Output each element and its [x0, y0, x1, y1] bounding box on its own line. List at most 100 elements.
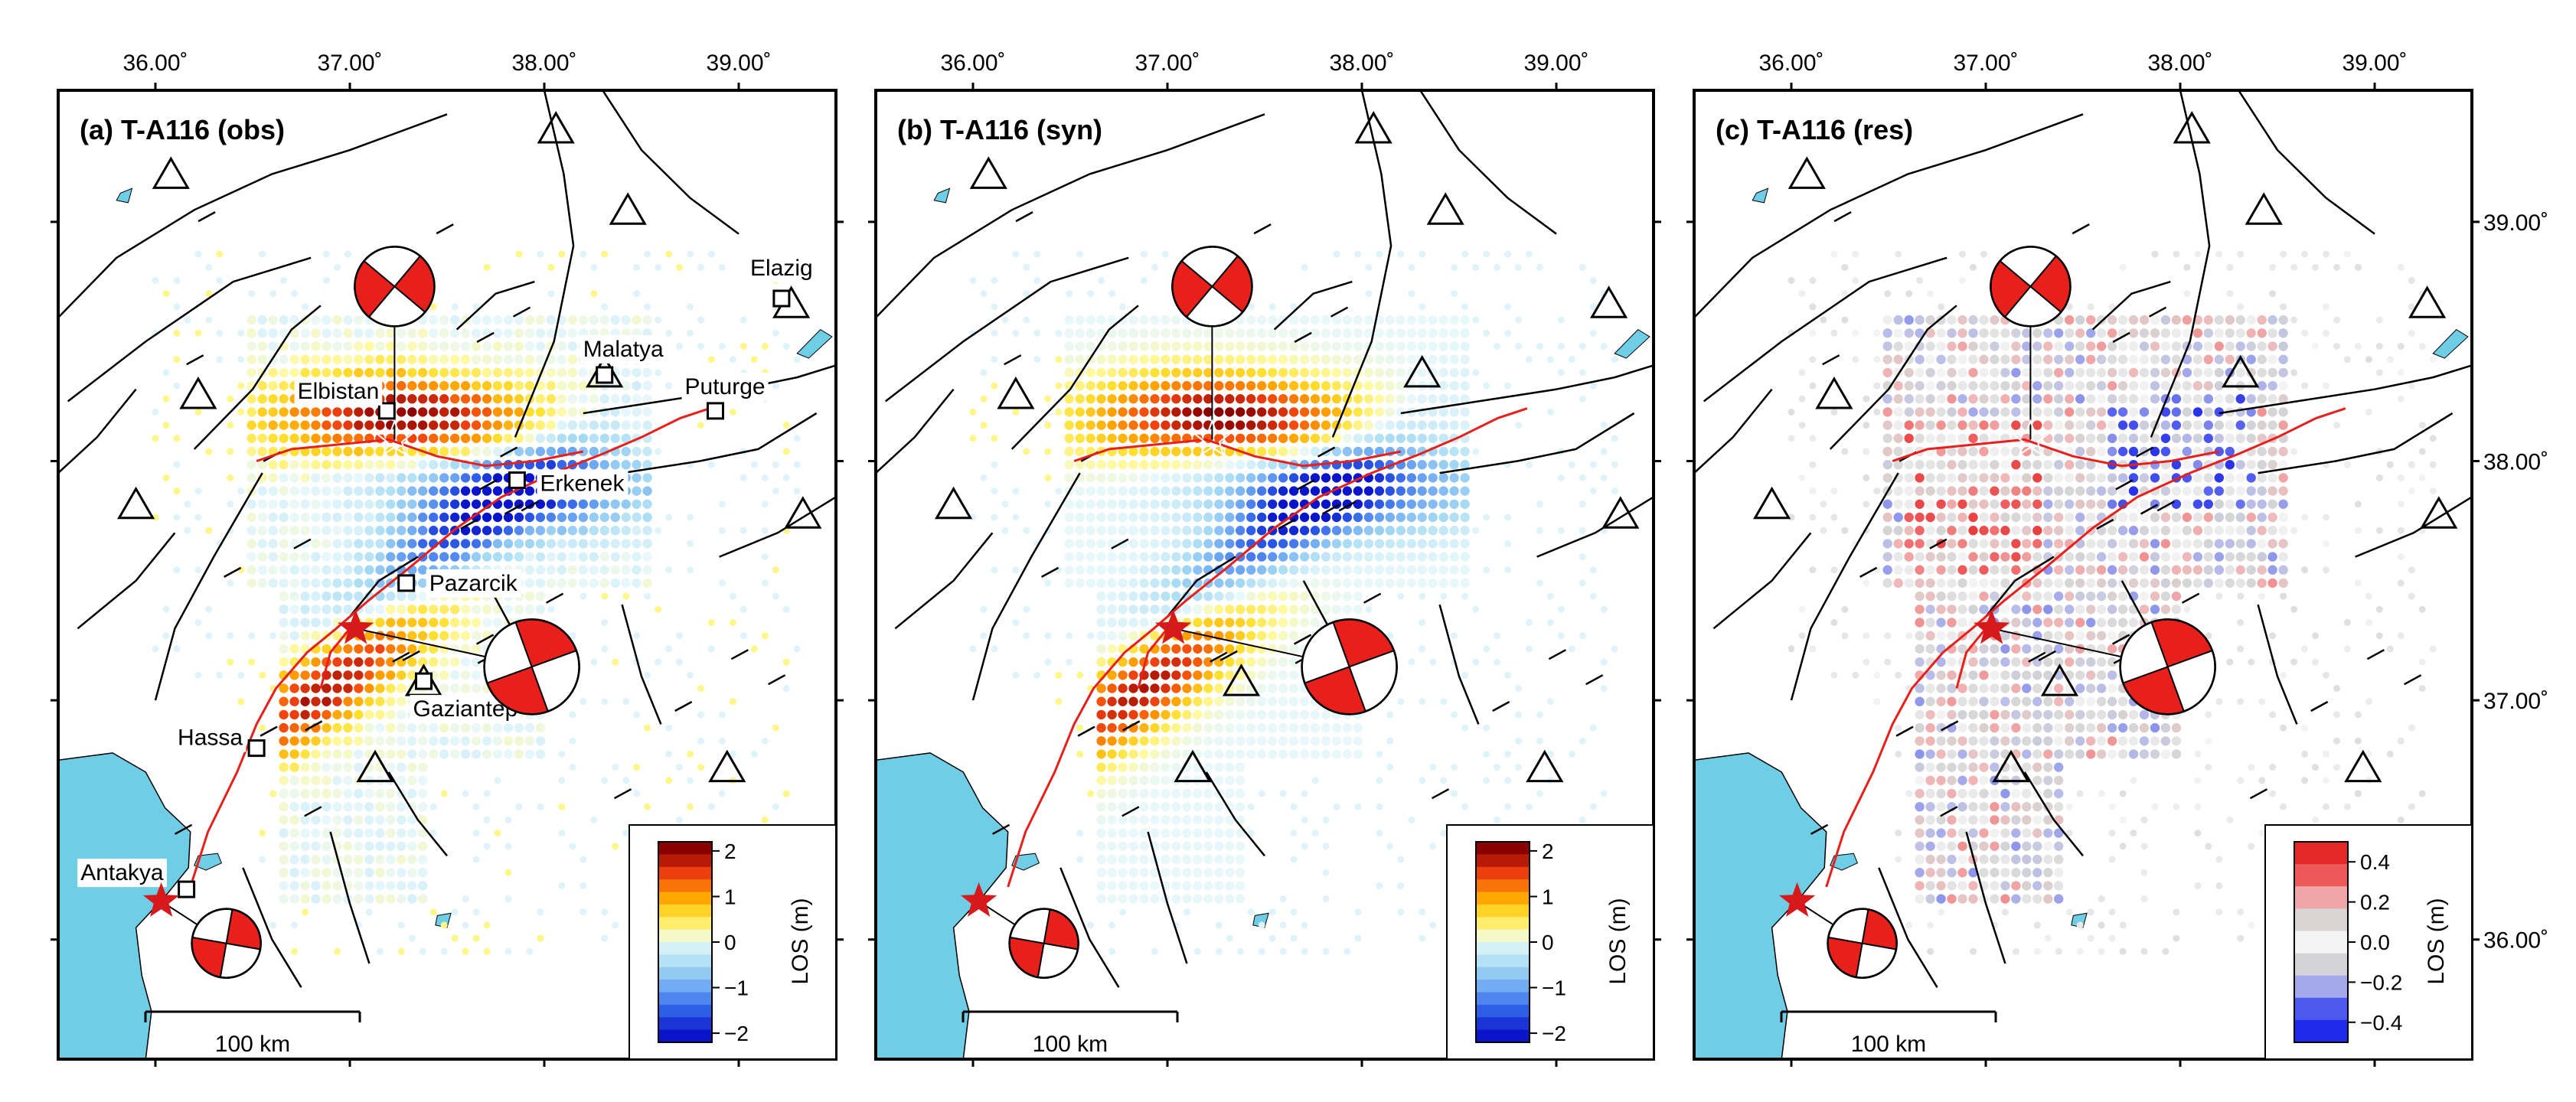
data-point — [1193, 683, 1203, 693]
data-point — [644, 250, 651, 258]
data-point — [2054, 657, 2064, 667]
data-point — [1353, 486, 1363, 496]
data-point — [332, 775, 342, 785]
data-point — [279, 815, 289, 825]
data-point — [612, 658, 619, 666]
data-point — [397, 894, 406, 904]
data-point — [289, 815, 299, 825]
data-point — [343, 552, 353, 562]
data-point — [2032, 775, 2042, 785]
data-point — [1936, 394, 1946, 404]
data-point — [289, 762, 299, 772]
data-point — [311, 407, 321, 417]
data-point — [492, 618, 503, 628]
data-point — [472, 908, 480, 916]
data-point — [1979, 565, 1989, 575]
data-point — [460, 380, 471, 391]
data-point — [462, 895, 469, 903]
data-point — [2182, 433, 2192, 443]
data-point — [1449, 526, 1459, 536]
data-point — [1396, 473, 1406, 483]
data-point — [1118, 762, 1128, 772]
data-point — [707, 356, 715, 364]
data-point — [969, 435, 977, 442]
data-point — [1150, 315, 1160, 325]
data-point — [782, 343, 790, 350]
data-point — [407, 722, 417, 733]
data-point — [1936, 802, 1946, 812]
data-point — [1968, 722, 1978, 733]
data-point — [2128, 433, 2139, 443]
data-point — [2011, 854, 2021, 865]
data-point — [1321, 315, 1331, 325]
data-point — [450, 736, 460, 746]
data-point — [2225, 446, 2235, 457]
data-point — [2160, 565, 2171, 575]
data-point — [1990, 696, 2000, 706]
data-point — [1957, 539, 1967, 549]
data-point — [2107, 433, 2117, 443]
data-point — [729, 698, 736, 706]
data-point — [1990, 644, 2000, 654]
data-point — [311, 460, 321, 470]
data-point — [482, 420, 492, 430]
data-point — [567, 512, 577, 523]
data-point — [386, 722, 396, 733]
data-point — [1171, 539, 1181, 549]
data-point — [2043, 696, 2053, 706]
data-point — [1979, 762, 1989, 772]
data-point — [772, 592, 779, 600]
data-point — [1214, 499, 1224, 509]
data-point — [429, 526, 439, 536]
data-point — [2022, 341, 2032, 351]
data-point — [761, 474, 769, 481]
colorbar-tick-label: 1 — [724, 885, 736, 909]
data-point — [364, 644, 374, 654]
data-point — [578, 512, 588, 523]
data-point — [2065, 380, 2075, 391]
data-point — [1150, 683, 1160, 693]
data-point — [1096, 394, 1106, 404]
data-point — [460, 736, 471, 746]
data-point — [1064, 578, 1074, 588]
data-point — [980, 395, 988, 403]
data-point — [2107, 578, 2117, 588]
data-point — [375, 539, 385, 549]
data-point — [2203, 354, 2213, 364]
data-point — [364, 696, 374, 706]
data-point — [1472, 263, 1480, 271]
data-point — [1915, 526, 1925, 536]
data-point — [1288, 657, 1299, 667]
data-point — [2096, 473, 2107, 483]
data-point — [2117, 341, 2128, 351]
data-point — [718, 790, 726, 797]
data-point — [610, 552, 620, 562]
data-point — [344, 250, 351, 258]
data-point — [2086, 591, 2096, 602]
data-point — [578, 565, 588, 575]
data-point — [1957, 552, 1967, 562]
data-point — [471, 341, 482, 351]
data-point — [1611, 435, 1618, 442]
data-point — [1193, 407, 1203, 417]
data-point — [418, 512, 428, 523]
data-point — [311, 354, 321, 364]
epicenter-star — [142, 882, 180, 917]
data-point — [2267, 526, 2277, 536]
data-point — [1331, 341, 1342, 351]
data-point — [311, 775, 321, 785]
data-point — [279, 420, 289, 430]
data-point — [1225, 499, 1235, 509]
data-point — [1331, 473, 1342, 483]
data-point — [386, 605, 396, 615]
data-point — [492, 354, 503, 364]
data-point — [1460, 315, 1470, 325]
data-point — [665, 382, 673, 390]
data-point — [354, 328, 364, 338]
data-point — [2022, 749, 2032, 759]
data-point — [311, 315, 321, 325]
data-point — [1257, 380, 1267, 391]
data-point — [1936, 815, 1946, 825]
data-point — [1203, 328, 1213, 338]
data-point — [2107, 407, 2117, 417]
